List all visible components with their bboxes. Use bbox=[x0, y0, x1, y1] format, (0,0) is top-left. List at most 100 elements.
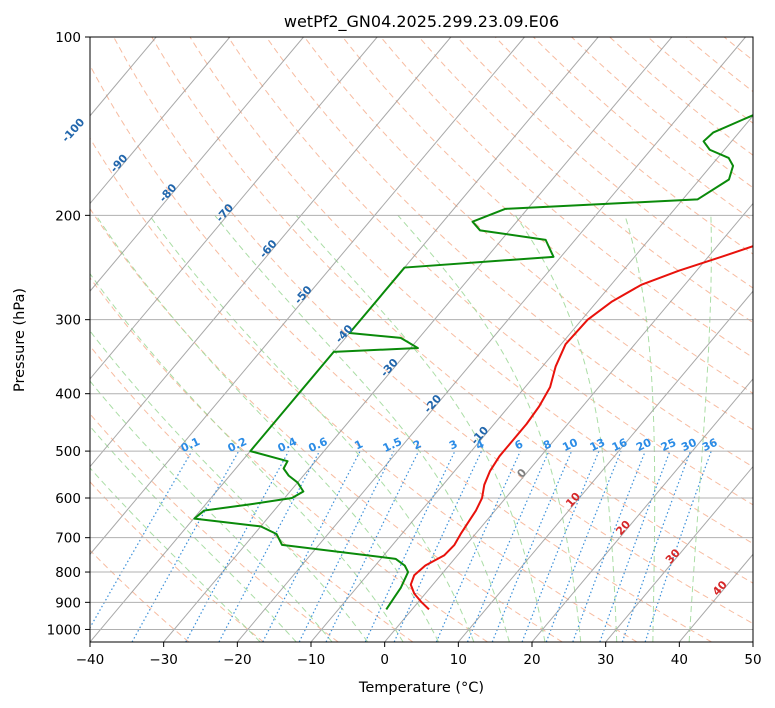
dry-adiabat-line bbox=[762, 37, 775, 642]
mixing-ratio-label: 25 bbox=[659, 436, 678, 454]
mixing-ratio-label: 10 bbox=[560, 436, 580, 454]
mixing-ratio-line bbox=[599, 450, 671, 642]
dry-adiabat-line bbox=[418, 37, 753, 324]
mixing-ratio-line bbox=[325, 450, 420, 642]
isotherm-label: 10 bbox=[563, 490, 583, 510]
dry-adiabat-line bbox=[90, 481, 264, 642]
y-tick-label: 1000 bbox=[47, 622, 81, 638]
isotherm-line bbox=[678, 553, 753, 642]
temperature-profile-line bbox=[409, 245, 753, 611]
mixing-ratio-label: 6 bbox=[513, 437, 526, 452]
y-tick-label: 400 bbox=[55, 387, 81, 403]
isotherm-line bbox=[163, 37, 673, 642]
x-tick-label: 10 bbox=[450, 652, 467, 668]
dry-adiabat-line bbox=[380, 37, 753, 359]
mixing-ratio-label: 1.5 bbox=[381, 435, 404, 455]
moist-adiabat-line bbox=[90, 272, 404, 642]
isotherm-label: 40 bbox=[710, 578, 730, 598]
y-axis: 1000 900 800 700 600 500 400 300 200 100 bbox=[47, 30, 90, 638]
y-tick-label: 600 bbox=[55, 491, 81, 507]
dry-adiabat-line bbox=[90, 549, 190, 642]
mixing-ratio-label: 2 bbox=[411, 437, 423, 452]
moist-adiabat-line bbox=[149, 215, 475, 642]
isotherm-label: -80 bbox=[157, 181, 180, 205]
moist-adiabat-line bbox=[514, 215, 618, 642]
y-axis-title: Pressure (hPa) bbox=[12, 288, 28, 392]
dry-adiabat-line bbox=[227, 37, 753, 506]
line-labels: 0.1 0.2 0.4 0.6 1 1.5 2 3 4 6 8 10 13 16 20 25 30 36-100-… bbox=[59, 115, 730, 598]
mixing-ratio-line bbox=[621, 450, 692, 642]
mixing-ratio-line bbox=[435, 450, 521, 642]
series-layer bbox=[193, 114, 753, 611]
mixing-ratio-line bbox=[298, 450, 395, 642]
x-tick-label: 0 bbox=[380, 652, 389, 668]
mixing-ratio-label: 0.6 bbox=[306, 435, 329, 455]
mixing-ratio-line bbox=[466, 450, 550, 642]
isotherm-label: -30 bbox=[378, 356, 401, 380]
mixing-ratio-label: 13 bbox=[588, 436, 607, 454]
mixing-ratio-label: 36 bbox=[700, 436, 720, 454]
dry-adiabat-line bbox=[342, 37, 753, 394]
mixing-ratio-line bbox=[521, 450, 600, 642]
mixing-ratio-label: 16 bbox=[610, 436, 630, 454]
y-tick-label: 800 bbox=[55, 565, 81, 581]
moist-adiabat-line bbox=[397, 215, 582, 642]
dry-adiabat-line bbox=[113, 37, 753, 625]
dry-adiabat-line bbox=[571, 37, 753, 189]
dry-adiabat-line bbox=[90, 207, 563, 642]
mixing-ratio-label: 0.2 bbox=[226, 435, 249, 455]
mixing-ratio-line bbox=[90, 450, 193, 629]
isotherm-line bbox=[605, 465, 753, 642]
mixing-ratio-line bbox=[218, 450, 321, 642]
y-tick-label: 900 bbox=[55, 595, 81, 611]
mixing-ratio-line bbox=[572, 450, 646, 642]
chart-title: wetPf2_GN04.2025.299.23.09.E06 bbox=[284, 12, 559, 32]
x-axis-title: Temperature (°C) bbox=[358, 680, 484, 696]
isotherm-line bbox=[90, 37, 304, 292]
moist-adiabat-line bbox=[95, 215, 439, 642]
x-tick-label: 30 bbox=[597, 652, 614, 668]
y-tick-label: 200 bbox=[55, 208, 81, 224]
dry-adiabat-line bbox=[494, 37, 753, 255]
x-tick-label: −40 bbox=[76, 652, 105, 668]
mixing-ratio-line bbox=[491, 450, 573, 642]
mixing-ratio-line bbox=[262, 450, 361, 642]
isotherm-line bbox=[752, 641, 753, 642]
dry-adiabat-line bbox=[151, 37, 753, 584]
mixing-ratio-line bbox=[364, 450, 456, 642]
dry-adiabat-line bbox=[90, 413, 339, 642]
dry-adiabat-line bbox=[609, 37, 753, 156]
y-tick-label: 700 bbox=[55, 531, 81, 547]
dewpoint-profile-line bbox=[193, 114, 753, 610]
isotherm-line bbox=[90, 37, 231, 205]
isotherm-label: 0 bbox=[514, 466, 529, 481]
x-tick-label: 50 bbox=[744, 652, 761, 668]
moist-adiabat-line bbox=[214, 215, 510, 642]
mixing-ratio-line bbox=[644, 450, 712, 642]
dry-adiabat-line bbox=[456, 37, 753, 289]
dry-adiabat-line bbox=[90, 137, 638, 642]
background-lines bbox=[90, 37, 775, 642]
mixing-ratio-line bbox=[393, 450, 483, 642]
isotherm-label: -10 bbox=[468, 424, 491, 448]
isotherm-label: -70 bbox=[213, 201, 236, 225]
mixing-ratio-label: 30 bbox=[679, 436, 699, 454]
moist-adiabat-line bbox=[688, 215, 712, 642]
isotherm-line bbox=[90, 37, 378, 380]
isotherm-line bbox=[90, 37, 599, 642]
mixing-ratio-label: 3 bbox=[447, 437, 459, 452]
isotherm-label: -20 bbox=[421, 392, 444, 416]
plot-frame bbox=[89, 36, 754, 643]
moist-adiabat-line bbox=[90, 467, 261, 642]
dry-adiabat-line bbox=[533, 37, 753, 222]
isotherm-label: -100 bbox=[59, 115, 87, 144]
dry-adiabat-line bbox=[647, 37, 753, 124]
x-tick-label: 40 bbox=[671, 652, 688, 668]
dry-adiabat-line bbox=[189, 37, 753, 545]
dry-adiabat-line bbox=[723, 37, 753, 61]
isotherm-label: -40 bbox=[333, 322, 356, 346]
y-tick-label: 300 bbox=[55, 313, 81, 329]
isotherm-label: 20 bbox=[613, 518, 633, 538]
moist-adiabat-line bbox=[295, 215, 546, 642]
